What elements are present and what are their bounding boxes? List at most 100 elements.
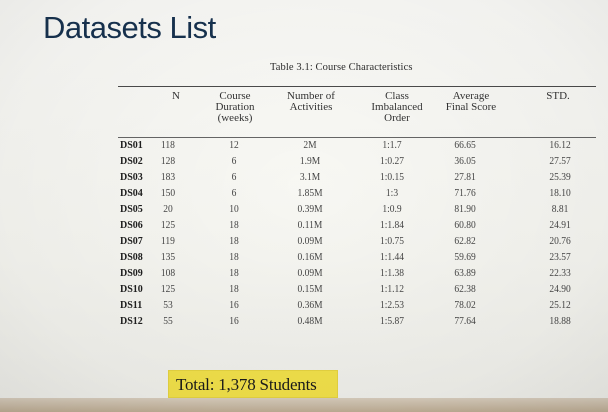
std-value: 24.91	[549, 220, 571, 231]
header-class-line-3: Order	[384, 112, 410, 124]
n-value: 125	[160, 284, 176, 295]
average-final-score-value: 36.05	[454, 156, 476, 167]
table-row: DS12 55 16 0.48M 1:5.87 77.64 18.88	[118, 314, 596, 330]
duration-value: 6	[231, 156, 237, 167]
duration-value: 18	[229, 268, 239, 279]
class-order-value: 1:3	[385, 188, 399, 199]
header-activities-line-1: Number of	[287, 90, 335, 102]
dataset-id: DS09	[120, 268, 143, 279]
class-order-value: 1:0.27	[379, 156, 405, 167]
n-value: 150	[160, 188, 176, 199]
class-order-value: 1:1.7	[382, 140, 402, 151]
header-course-duration: Course Duration (weeks)	[206, 91, 264, 124]
duration-value: 6	[231, 172, 237, 183]
n-value: 118	[161, 140, 175, 151]
std-value: 27.57	[549, 156, 571, 167]
dataset-id: DS03	[120, 172, 143, 183]
class-order-value: 1:1.84	[379, 220, 405, 231]
duration-value: 18	[229, 220, 239, 231]
activities-value: 0.16M	[297, 252, 323, 263]
table-row: DS09 108 18 0.09M 1:1.38 63.89 22.33	[118, 266, 596, 282]
std-value: 23.57	[549, 252, 571, 263]
average-final-score-value: 62.38	[454, 284, 476, 295]
std-value: 16.12	[549, 140, 571, 151]
n-value: 183	[160, 172, 176, 183]
average-final-score-value: 62.82	[454, 236, 476, 247]
dataset-id: DS01	[120, 140, 143, 151]
table-row: DS05 20 10 0.39M 1:0.9 81.90 8.81	[118, 202, 596, 218]
table-header: N Course Duration (weeks) Number of Acti…	[118, 89, 596, 133]
n-value: 108	[160, 268, 176, 279]
n-value: 128	[160, 156, 176, 167]
std-value: 25.39	[549, 172, 571, 183]
std-value: 18.10	[549, 188, 571, 199]
average-final-score-value: 71.76	[454, 188, 476, 199]
average-final-score-value: 27.81	[454, 172, 476, 183]
std-value: 8.81	[551, 204, 569, 215]
header-duration-line-2: Duration	[215, 101, 255, 113]
bottom-edge	[0, 398, 608, 412]
table-top-rule	[118, 86, 596, 87]
class-order-value: 1:0.75	[379, 236, 405, 247]
std-value: 24.90	[549, 284, 571, 295]
duration-value: 18	[229, 236, 239, 247]
duration-value: 18	[229, 284, 239, 295]
dataset-id: DS06	[120, 220, 143, 231]
table-row: DS08 135 18 0.16M 1:1.44 59.69 23.57	[118, 250, 596, 266]
average-final-score-value: 81.90	[454, 204, 476, 215]
average-final-score-value: 78.02	[454, 300, 476, 311]
activities-value: 0.15M	[297, 284, 323, 295]
average-final-score-value: 77.64	[454, 316, 476, 327]
duration-value: 6	[231, 188, 237, 199]
n-value: 125	[160, 220, 176, 231]
dataset-id: DS07	[120, 236, 143, 247]
class-order-value: 1:1.38	[379, 268, 405, 279]
header-score-line-2: Final Score	[445, 101, 497, 113]
table-row: DS11 53 16 0.36M 1:2.53 78.02 25.12	[118, 298, 596, 314]
class-order-value: 1:2.53	[379, 300, 405, 311]
class-order-value: 1:0.9	[382, 204, 402, 215]
class-order-value: 1:0.15	[379, 172, 405, 183]
header-class-imbalanced-order: Class Imbalanced Order	[364, 91, 430, 124]
activities-value: 1.85M	[297, 188, 323, 199]
n-value: 20	[163, 204, 173, 215]
header-number-of-activities: Number of Activities	[276, 91, 346, 113]
n-value: 135	[160, 252, 176, 263]
std-value: 25.12	[549, 300, 571, 311]
table-row: DS06 125 18 0.11M 1:1.84 60.80 24.91	[118, 218, 596, 234]
header-activities-line-2: Activities	[289, 101, 333, 113]
header-n-text: N	[172, 90, 180, 102]
activities-value: 0.36M	[297, 300, 323, 311]
activities-value: 0.48M	[297, 316, 323, 327]
course-characteristics-table: N Course Duration (weeks) Number of Acti…	[118, 86, 596, 354]
activities-value: 2M	[303, 140, 317, 151]
average-final-score-value: 63.89	[454, 268, 476, 279]
n-value: 55	[163, 316, 173, 327]
activities-value: 3.1M	[299, 172, 321, 183]
std-value: 22.33	[549, 268, 571, 279]
activities-value: 0.39M	[297, 204, 323, 215]
header-score-line-1: Average	[452, 90, 490, 102]
total-students-highlight: Total: 1,378 Students	[168, 370, 338, 398]
header-duration-line-1: Course	[219, 90, 251, 102]
table-row: DS07 119 18 0.09M 1:0.75 62.82 20.76	[118, 234, 596, 250]
table-row: DS04 150 6 1.85M 1:3 71.76 18.10	[118, 186, 596, 202]
table-row: DS03 183 6 3.1M 1:0.15 27.81 25.39	[118, 170, 596, 186]
std-value: 20.76	[549, 236, 571, 247]
class-order-value: 1:1.44	[379, 252, 405, 263]
table-row: DS02 128 6 1.9M 1:0.27 36.05 27.57	[118, 154, 596, 170]
activities-value: 0.09M	[297, 268, 323, 279]
dataset-id: DS04	[120, 188, 143, 199]
duration-value: 16	[229, 300, 239, 311]
dataset-id: DS02	[120, 156, 143, 167]
duration-value: 16	[229, 316, 239, 327]
header-class-line-1: Class	[385, 90, 409, 102]
class-order-value: 1:5.87	[379, 316, 405, 327]
n-value: 53	[163, 300, 173, 311]
dataset-id: DS05	[120, 204, 143, 215]
activities-value: 1.9M	[299, 156, 321, 167]
activities-value: 0.11M	[297, 220, 323, 231]
average-final-score-value: 66.65	[454, 140, 476, 151]
table-row: DS01 118 12 2M 1:1.7 66.65 16.12	[118, 138, 596, 154]
